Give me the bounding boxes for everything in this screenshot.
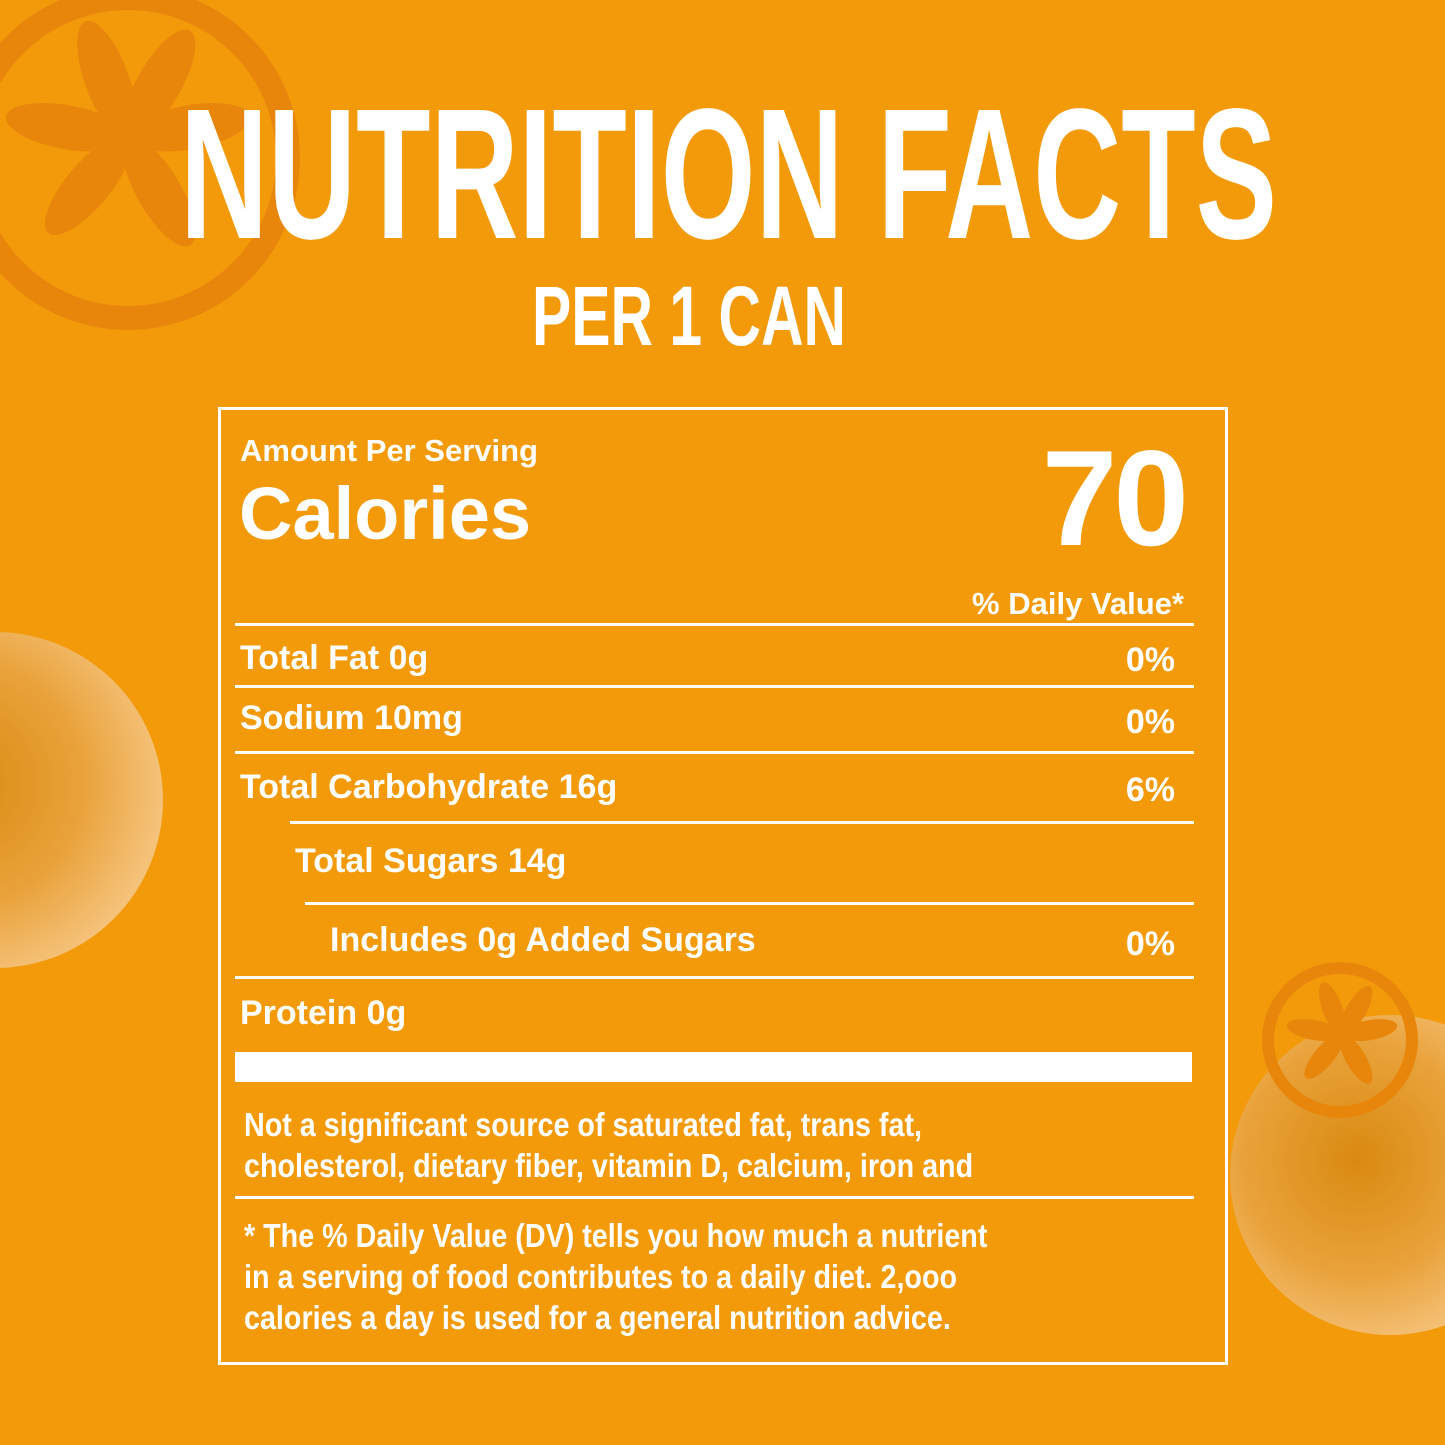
footnote-line: calories a day is used for a general nut… [244, 1299, 951, 1336]
divider [235, 1196, 1194, 1199]
page-subtitle: PER 1 CAN [532, 269, 846, 363]
nutrient-name: Sodium 10mg [240, 699, 463, 737]
nutrient-name: Total Fat 0g [240, 639, 429, 677]
orange-slice-icon [0, 0, 300, 330]
footnote-line: * The % Daily Value (DV) tells you how m… [244, 1217, 988, 1254]
divider [235, 685, 1194, 688]
divider [235, 976, 1194, 979]
nutrient-name: Total Sugars 14g [295, 842, 567, 880]
footnote-line: in a serving of food contributes to a da… [244, 1258, 958, 1295]
nutrient-name: Total Carbohydrate 16g [240, 768, 618, 806]
nutrient-name: Protein 0g [240, 994, 407, 1032]
orange-slice-icon-small [1262, 962, 1418, 1118]
not-significant-line: Not a significant source of saturated fa… [244, 1106, 923, 1143]
nutrition-label [218, 407, 1228, 1365]
amount-per-serving: Amount Per Serving [240, 433, 538, 468]
nutrient-dv: 0% [1125, 925, 1175, 963]
nutrient-dv: 0% [1125, 703, 1175, 741]
nutrient-dv: 6% [1125, 771, 1175, 809]
calories-value: 70 [1041, 422, 1189, 574]
divider [235, 751, 1194, 754]
not-significant-line: cholesterol, dietary fiber, vitamin D, c… [244, 1147, 974, 1184]
thick-divider [235, 1052, 1192, 1082]
calories-label: Calories [239, 472, 532, 555]
divider [305, 902, 1194, 905]
page-title: NUTRITION FACTS [180, 71, 1277, 278]
divider [290, 821, 1194, 824]
daily-value-header: % Daily Value* [972, 586, 1184, 621]
nutrient-name: Includes 0g Added Sugars [330, 921, 756, 959]
divider [235, 623, 1194, 626]
bubbles-image-left [0, 632, 163, 968]
nutrient-dv: 0% [1125, 641, 1175, 679]
